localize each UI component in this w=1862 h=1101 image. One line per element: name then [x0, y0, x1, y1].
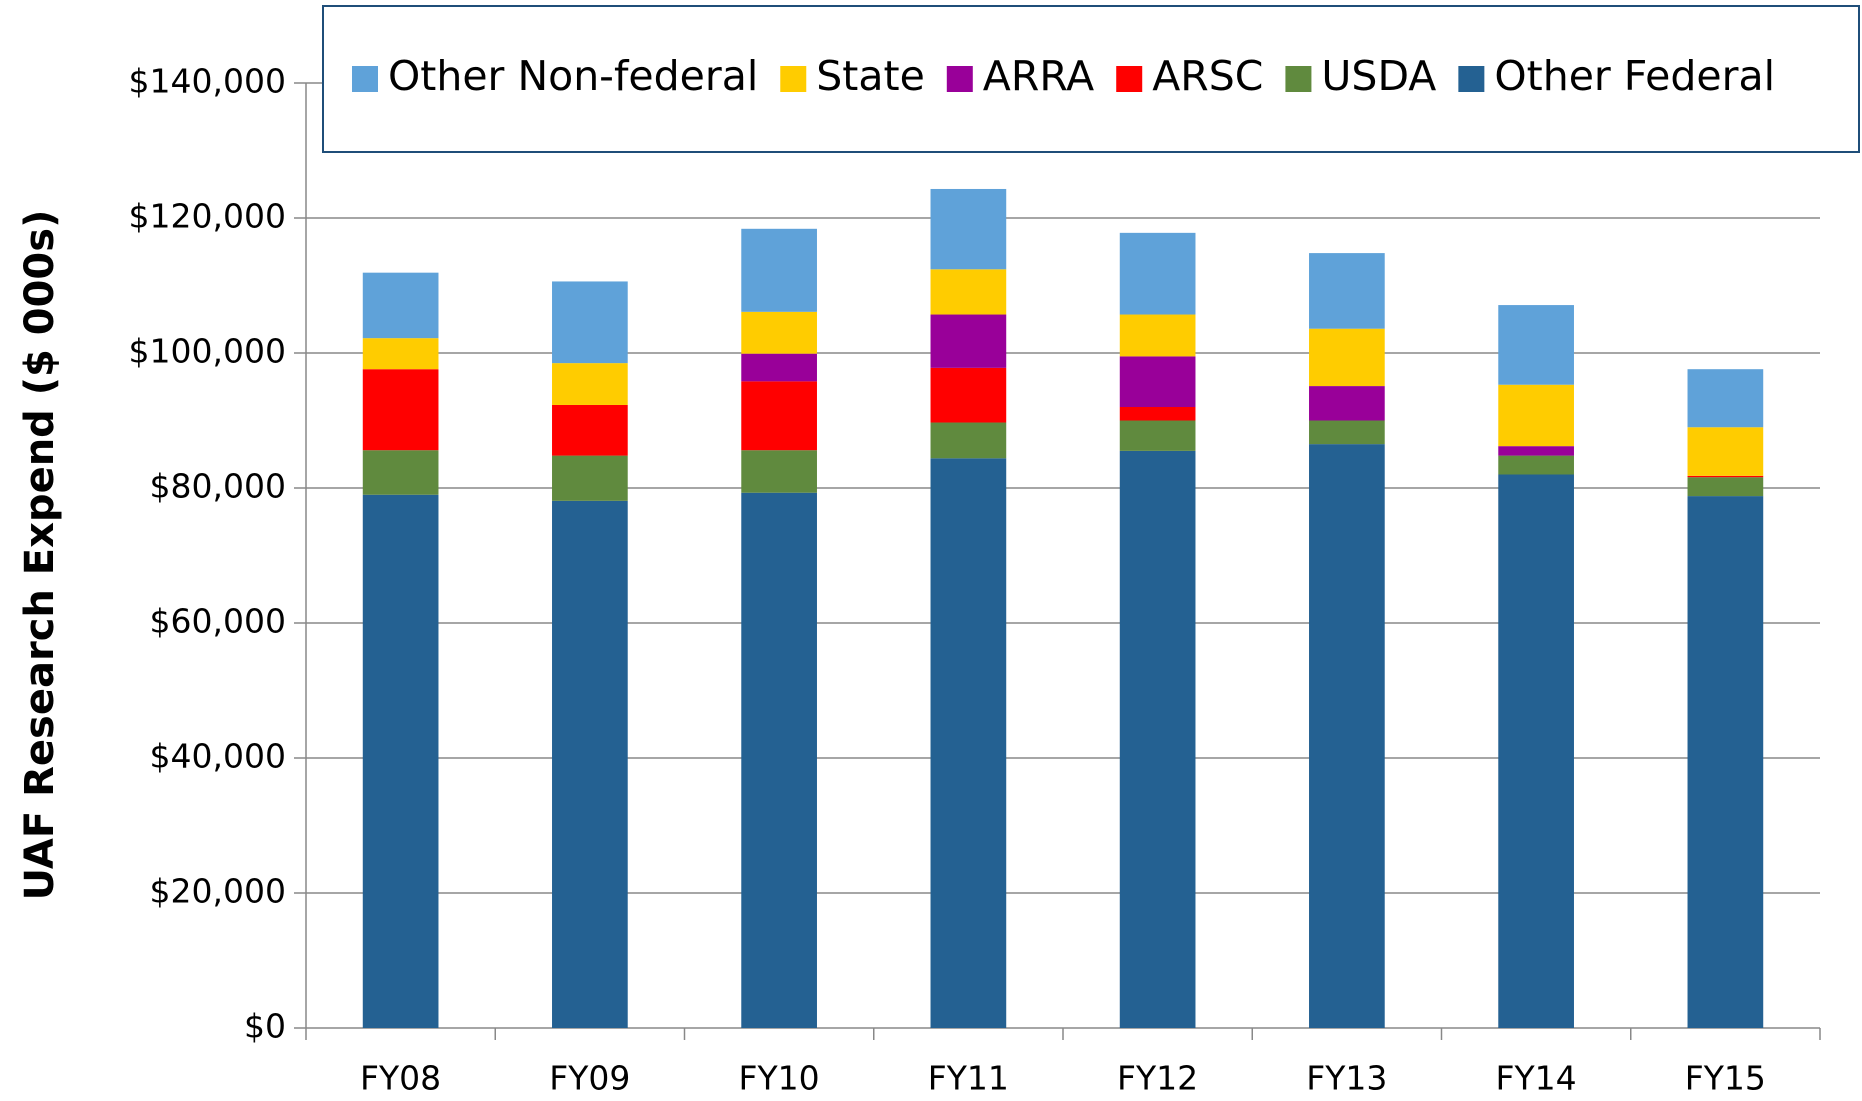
- x-tick-label: FY14: [1496, 1059, 1577, 1098]
- bar-segment: [930, 269, 1007, 315]
- bar-segment: [930, 188, 1007, 270]
- y-tick-label: $140,000: [129, 62, 286, 101]
- legend-label: State: [816, 52, 925, 100]
- bar-segment: [1119, 420, 1196, 451]
- legend-box: [322, 5, 1860, 153]
- y-tick-label: $0: [244, 1007, 286, 1046]
- x-tick-label: FY15: [1685, 1059, 1766, 1098]
- x-tick-label: FY13: [1306, 1059, 1387, 1098]
- y-axis-title: UAF Research Expend ($ 000s): [17, 210, 63, 901]
- bar-segment: [1119, 356, 1196, 407]
- y-tick-label: $120,000: [129, 197, 286, 236]
- bar-segment: [930, 314, 1007, 368]
- bar-segment: [1309, 420, 1385, 445]
- bar-segment: [741, 492, 817, 1029]
- bar-segment: [741, 228, 817, 312]
- y-tick-label: $100,000: [129, 332, 286, 371]
- bar-segment: [1309, 328, 1385, 387]
- bar-segment: [1119, 232, 1196, 315]
- bar-segment: [741, 450, 817, 493]
- y-tick-label: $20,000: [150, 872, 286, 911]
- bar-segment: [552, 363, 628, 405]
- bar-segment: [362, 272, 439, 339]
- bar-segment: [362, 494, 439, 1028]
- bar-segment: [1687, 427, 1764, 476]
- bar-segment: [930, 422, 1007, 459]
- legend-label: Other Non-federal: [388, 52, 758, 100]
- bar-segment: [1687, 475, 1764, 478]
- bar-segment: [1309, 444, 1385, 1028]
- bar-segment: [552, 455, 628, 501]
- bar-segment: [741, 311, 817, 354]
- x-tick-label: FY12: [1117, 1059, 1198, 1098]
- x-tick-label: FY10: [739, 1059, 820, 1098]
- bar-segment: [1119, 407, 1196, 421]
- y-tick-label: $40,000: [150, 737, 286, 776]
- bar-segment: [1119, 314, 1196, 357]
- bar-segment: [930, 458, 1007, 1028]
- y-tick-label: $60,000: [150, 602, 286, 641]
- bar-segment: [1498, 446, 1574, 456]
- legend-swatch: [352, 66, 378, 92]
- bar-segment: [362, 450, 439, 495]
- bar-segment: [1498, 305, 1574, 385]
- bar-segment: [1119, 450, 1196, 1028]
- y-tick-label: $80,000: [150, 467, 286, 506]
- bar-segment: [1309, 253, 1385, 329]
- x-tick-label: FY11: [928, 1059, 1009, 1098]
- bar-segment: [362, 338, 439, 370]
- bar-segment: [741, 353, 817, 382]
- bar-segment: [1498, 384, 1574, 447]
- legend-label: USDA: [1321, 52, 1436, 100]
- bar-segment: [552, 404, 628, 456]
- bar-segment: [1687, 369, 1764, 428]
- bar-segment: [1309, 386, 1385, 421]
- legend-swatch: [1285, 66, 1312, 92]
- legend-swatch: [780, 66, 807, 92]
- bar-segment: [362, 369, 439, 451]
- bar-segment: [552, 500, 628, 1028]
- legend-swatch: [1458, 66, 1485, 92]
- bar-segment: [741, 381, 817, 451]
- legend-label: Other Federal: [1494, 52, 1775, 100]
- x-tick-label: FY08: [360, 1059, 441, 1098]
- legend-swatch: [946, 66, 973, 92]
- legend-label: ARRA: [983, 52, 1094, 100]
- bar-segment: [1687, 477, 1764, 497]
- legend-label: ARSC: [1152, 52, 1263, 100]
- x-tick-label: FY09: [549, 1059, 630, 1098]
- bar-segment: [552, 281, 628, 364]
- legend-swatch: [1116, 66, 1143, 92]
- bar-segment: [930, 367, 1007, 423]
- bar-segment: [1498, 455, 1574, 475]
- bar-segment: [1498, 474, 1574, 1028]
- bar-segment: [1687, 496, 1764, 1029]
